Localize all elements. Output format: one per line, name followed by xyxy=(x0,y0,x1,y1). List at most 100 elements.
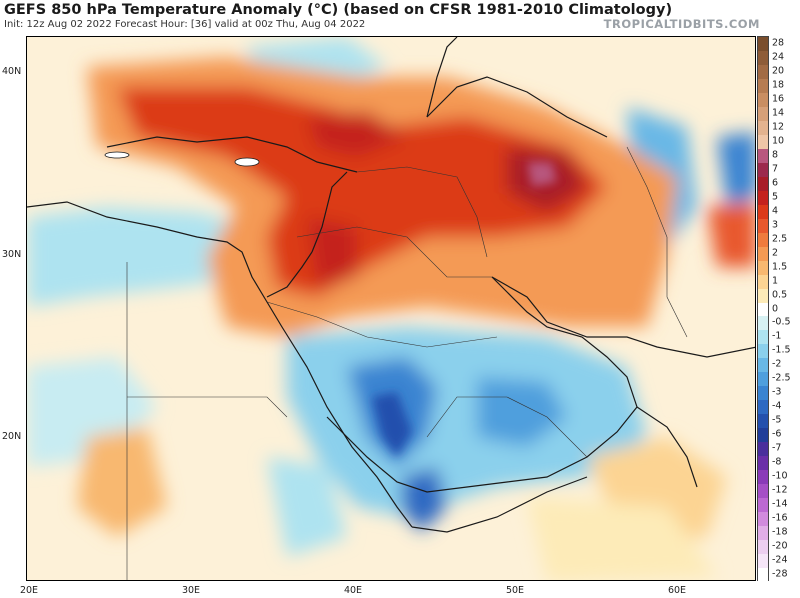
colorbar-label: 4 xyxy=(772,205,779,217)
lon-label-50e: 50E xyxy=(505,585,525,596)
anomaly-cool-rubalkhali xyxy=(477,377,567,447)
colorbar-cell xyxy=(758,302,768,317)
colorbar-label: 0.5 xyxy=(772,289,788,301)
colorbar-cell xyxy=(758,540,768,555)
colorbar-cell xyxy=(758,484,768,499)
lat-label-40n: 40N xyxy=(2,66,22,77)
colorbar-cell xyxy=(758,568,768,583)
colorbar-label: -3 xyxy=(772,386,782,398)
colorbar-cell xyxy=(758,78,768,94)
lon-label-30e: 30E xyxy=(181,585,201,596)
colorbar-label: -14 xyxy=(772,498,788,510)
colorbar-cell xyxy=(758,414,768,429)
anomaly-warm-core-anatolia xyxy=(117,87,607,297)
colorbar-cell xyxy=(758,190,768,206)
anomaly-warm-hot-core xyxy=(307,112,407,157)
colorbar-label: 10 xyxy=(772,135,785,147)
map-subtitle: Init: 12z Aug 02 2022 Forecast Hour: [36… xyxy=(4,19,366,30)
colorbar-cell xyxy=(758,64,768,80)
colorbar-cell xyxy=(758,316,768,331)
colorbar-cell xyxy=(758,120,768,136)
colorbar-cell xyxy=(758,92,768,108)
colorbar-label: -28 xyxy=(772,568,788,580)
anomaly-map xyxy=(27,37,755,580)
lat-label-20n: 20N xyxy=(2,431,22,442)
colorbar-label: -8 xyxy=(772,456,782,468)
colorbar-label: -2 xyxy=(772,358,782,370)
anomaly-cool-mediterranean xyxy=(27,207,257,307)
colorbar-cell xyxy=(758,176,768,192)
colorbar-cell xyxy=(758,428,768,443)
colorbar-label: -6 xyxy=(772,428,782,440)
colorbar-cell xyxy=(758,204,768,220)
colorbar-cell xyxy=(758,512,768,527)
colorbar-cell xyxy=(758,274,768,290)
colorbar-cell xyxy=(758,470,768,485)
map-title: GEFS 850 hPa Temperature Anomaly (°C) (b… xyxy=(4,2,673,18)
colorbar-cell xyxy=(758,498,768,513)
colorbar-label: 28 xyxy=(772,37,785,49)
colorbar-label: 18 xyxy=(772,79,785,91)
islands xyxy=(104,151,260,167)
colorbar-label: -1.5 xyxy=(772,344,791,356)
colorbar-label: 16 xyxy=(772,93,785,105)
colorbar-label: -5 xyxy=(772,414,782,426)
colorbar-label: -2.5 xyxy=(772,372,791,384)
colorbar-label: -7 xyxy=(772,442,782,454)
colorbar-cell xyxy=(758,554,768,569)
colorbar-label: -4 xyxy=(772,400,782,412)
colorbar-cell xyxy=(758,260,768,276)
anomaly-warm-sahel xyxy=(77,427,167,537)
colorbar-cell xyxy=(758,526,768,541)
colorbar-label: -24 xyxy=(772,554,788,566)
colorbar-cell xyxy=(758,288,768,303)
colorbar-label: -18 xyxy=(772,526,788,538)
colorbar-cell xyxy=(758,50,768,66)
colorbar-label: 3 xyxy=(772,219,779,231)
borders xyxy=(126,146,688,580)
colorbar-label: 7 xyxy=(772,163,779,175)
colorbar-label: 20 xyxy=(772,65,785,77)
anomaly-cool-yemen xyxy=(402,467,447,532)
colorbar xyxy=(757,36,769,583)
anomaly-very-cool-redsea xyxy=(372,392,412,457)
colorbar-cell xyxy=(758,372,768,387)
colorbar-cell xyxy=(758,162,768,178)
anomaly-warm-arabian-sea xyxy=(527,497,717,580)
colorbar-cell xyxy=(758,456,768,471)
lat-label-30n: 30N xyxy=(2,249,22,260)
colorbar-label: -12 xyxy=(772,484,788,496)
map-panel xyxy=(26,36,756,581)
anomaly-violet-core xyxy=(527,162,557,187)
anomaly-cool-sudan-east xyxy=(267,457,347,557)
lon-label-60e: 60E xyxy=(667,585,687,596)
colorbar-cell xyxy=(758,134,768,150)
colorbar-label: -1 xyxy=(772,330,782,342)
colorbar-label: -20 xyxy=(772,540,788,552)
colorbar-label: 24 xyxy=(772,51,785,63)
colorbar-label: 6 xyxy=(772,177,779,189)
colorbar-label: 1 xyxy=(772,275,779,287)
colorbar-cell xyxy=(758,148,768,164)
colorbar-label: -0.5 xyxy=(772,316,791,328)
colorbar-cell xyxy=(758,218,768,234)
colorbar-label: 1.5 xyxy=(772,261,788,273)
colorbar-label: 2 xyxy=(772,247,779,259)
colorbar-label: 14 xyxy=(772,107,785,119)
colorbar-cell xyxy=(758,106,768,122)
colorbar-label: 0 xyxy=(772,303,779,314)
lon-label-20e: 20E xyxy=(19,585,39,596)
coastlines xyxy=(27,37,755,533)
colorbar-cell xyxy=(758,442,768,457)
colorbar-label: -16 xyxy=(772,512,788,524)
colorbar-cell xyxy=(758,386,768,401)
anomaly-cool-far-east xyxy=(717,132,755,207)
colorbar-cell xyxy=(758,232,768,248)
colorbar-cell xyxy=(758,344,768,359)
lon-label-40e: 40E xyxy=(343,585,363,596)
colorbar-label: 12 xyxy=(772,121,785,133)
colorbar-cell xyxy=(758,400,768,415)
anomaly-warm-pakistan xyxy=(707,202,755,267)
colorbar-cell xyxy=(758,37,768,52)
colorbar-label: 5 xyxy=(772,191,779,203)
